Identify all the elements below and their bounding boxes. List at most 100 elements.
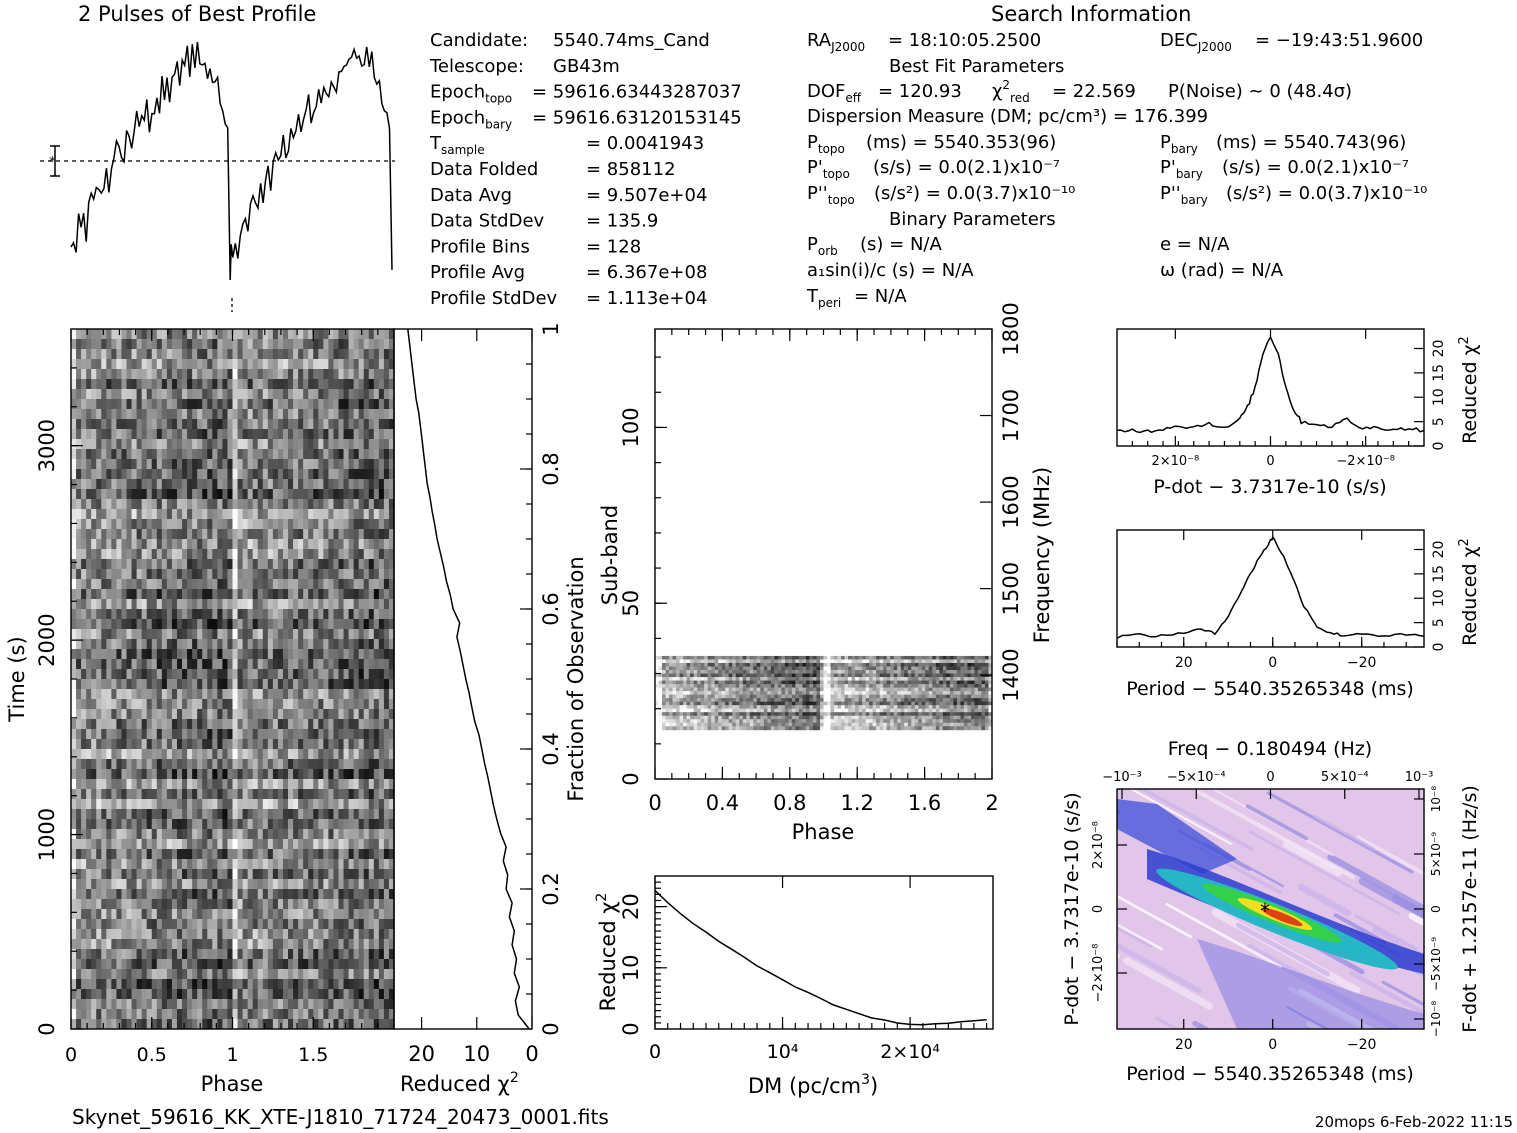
time-phase-cell [96,599,102,610]
subband-cell [760,655,765,660]
time-phase-cell [323,559,329,570]
time-phase-cell [222,819,228,830]
time-phase-cell [222,749,228,760]
time-phase-cell [111,999,117,1010]
time-phase-cell [106,409,112,420]
time-phase-cell [338,819,344,830]
time-phase-cell [318,829,324,840]
time-phase-cell [308,999,314,1010]
time-phase-cell [257,569,264,580]
time-phase-cell [156,449,163,460]
time-phase-cell [176,519,183,530]
time-phase-cell [156,489,163,500]
time-phase-xtick: 1 [226,1044,238,1066]
time-phase-cell [252,669,259,680]
time-phase-cell [293,379,299,390]
time-phase-cell [217,999,223,1010]
time-phase-cell [187,709,193,720]
time-phase-cell [333,899,339,910]
time-phase-cell [121,879,127,890]
time-phase-cell [303,499,309,510]
time-phase-cell [192,359,198,370]
time-phase-cell [303,469,309,480]
time-phase-cell [121,769,127,780]
time-phase-cell [267,339,274,350]
time-chi2-plot: 20 10 000.20.40.60.81 Reduced χ2 Fraction … [393,322,588,1096]
time-phase-cell [81,419,87,430]
time-phase-cell [303,379,309,390]
time-phase-cell [176,609,183,620]
time-phase-cell [187,459,193,470]
time-phase-cell [303,969,309,980]
time-phase-cell [328,489,334,500]
time-phase-cell [358,519,365,530]
subband-cell [760,670,765,674]
time-phase-cell [116,439,122,450]
time-phase-cell [323,719,329,730]
subband-cell [925,659,930,664]
time-phase-cell [308,899,314,910]
time-phase-cell [86,359,92,370]
time-phase-cell [111,409,117,420]
time-phase-cell [131,609,138,620]
time-phase-cell [197,969,203,980]
time-phase-cell [227,959,233,970]
time-phase-cell [217,829,223,840]
pd-topo-line: P'topo (s/s) = 0.0(2.1)x10⁻⁷ [807,157,1060,181]
subband-cell [914,659,919,664]
time-phase-cell [267,929,274,940]
time-phase-cell [323,609,329,620]
time-phase-cell [71,609,77,620]
time-phase-cell [161,349,168,360]
time-phase-cell [156,899,163,910]
time-phase-cell [373,549,380,560]
time-phase-cell [212,869,218,880]
time-phase-cell [136,469,143,480]
time-phase-cell [348,609,355,620]
time-phase-cell [106,429,112,440]
time-phase-cell [126,949,132,960]
time-phase-cell [378,919,385,930]
subband-cell [774,662,779,667]
time-phase-cell [151,889,158,900]
time-phase-cell [176,839,183,850]
param-label: Data Avg [430,185,512,206]
time-phase-cell [141,889,148,900]
time-phase-cell [328,569,334,580]
time-phase-cell [388,869,395,880]
time-phase-cell [308,909,314,920]
time-phase-cell [106,979,112,990]
time-phase-cell [242,519,249,530]
time-phase-cell [247,539,254,550]
time-phase-cell [378,419,385,430]
subband-cell [862,666,867,671]
time-phase-cell [166,539,173,550]
time-phase-cell [141,699,148,710]
time-phase-cell [131,979,138,990]
time-phase-cell [288,829,294,840]
time-phase-cell [328,329,334,340]
time-phase-cell [232,619,238,630]
time-phase-cell [378,899,385,910]
time-phase-cell [212,709,218,720]
time-phase-cell [338,789,344,800]
time-phase-cell [202,399,208,410]
time-phase-cell [187,699,193,710]
time-phase-cell [171,499,178,510]
time-phase-cell [227,789,233,800]
time-phase-cell [71,369,77,380]
time-phase-cell [136,389,143,400]
time-phase-cell [237,449,243,460]
subband-cell [956,666,961,671]
time-phase-cell [212,579,218,590]
time-phase-cell [378,759,385,770]
time-phase-cell [217,919,223,930]
subband-cell [669,666,673,671]
time-phase-cell [212,949,218,960]
time-phase-cell [262,829,269,840]
time-phase-cell [176,439,183,450]
time-phase-cell [378,499,385,510]
time-phase-cell [91,399,97,410]
time-phase-cell [277,829,284,840]
time-phase-cell [131,489,138,500]
